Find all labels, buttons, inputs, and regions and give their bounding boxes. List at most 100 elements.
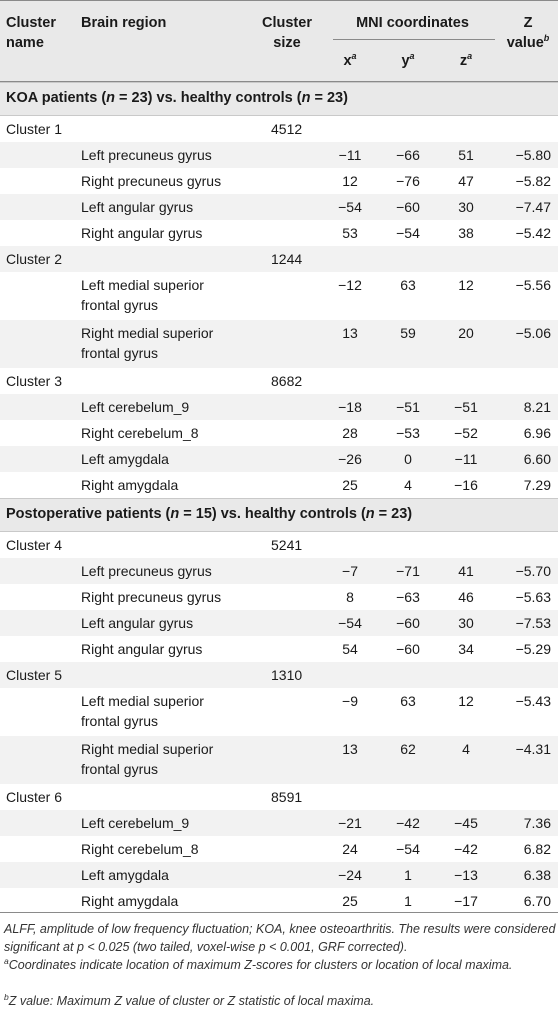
- mni-y: 59: [400, 325, 416, 341]
- mni-y: −54: [396, 841, 420, 857]
- group-header: KOA patients (n = 23) vs. healthy contro…: [0, 82, 558, 116]
- header-y: ya: [401, 51, 415, 70]
- z-value: 6.96: [523, 425, 551, 441]
- group-label-part: KOA patients (: [6, 90, 107, 106]
- table-row: Left amygdala −24 1 −13 6.38: [0, 862, 558, 888]
- mni-x: −9: [342, 693, 358, 709]
- mni-z: 34: [458, 641, 474, 657]
- cluster-row: Cluster 3 8682: [0, 368, 558, 394]
- table-row: Left cerebelum_9 −21 −42 −45 7.36: [0, 810, 558, 836]
- mni-x: −21: [338, 815, 362, 831]
- table-row: Right amygdala 25 1 −17 6.70: [0, 888, 558, 914]
- group-label-part: n: [365, 506, 375, 522]
- footnote-abbreviations: ALFF, amplitude of low frequency fluctua…: [4, 922, 556, 954]
- header-brain-region: Brain region: [81, 15, 167, 31]
- mni-x: −12: [338, 277, 362, 293]
- mni-z: 30: [458, 199, 474, 215]
- brain-region: Left medial superior frontal gyrus: [81, 275, 261, 315]
- mni-x: 54: [342, 641, 358, 657]
- brain-region-line: Left cerebelum_9: [81, 815, 190, 831]
- header-x: xa: [343, 51, 357, 70]
- mni-z: −45: [454, 815, 478, 831]
- group-label-part: n: [170, 506, 180, 522]
- table-row: Left medial superior frontal gyrus −12 63 12…: [0, 272, 558, 320]
- mni-y: 1: [404, 867, 412, 883]
- mni-y: −71: [396, 563, 420, 579]
- mni-z: 46: [458, 589, 474, 605]
- brain-region-line: frontal gyrus: [81, 713, 159, 729]
- brain-region: Right amygdala: [81, 475, 261, 495]
- footnote-divider: [0, 912, 558, 913]
- header-mni-coordinates: MNI coordinates: [356, 15, 469, 31]
- table-row: Left precuneus gyrus −7 −71 41 −5.70: [0, 558, 558, 584]
- brain-region: Right cerebelum_8: [81, 839, 261, 859]
- table-row: Left amygdala −26 0 −11 6.60: [0, 446, 558, 472]
- brain-region-line: Left precuneus gyrus: [81, 563, 212, 579]
- group-label-part: = 23): [374, 506, 413, 522]
- mni-y: −60: [396, 199, 420, 215]
- cluster-size: 5241: [271, 537, 303, 553]
- mni-z: −13: [454, 867, 478, 883]
- cluster-name: Cluster 1: [6, 121, 63, 137]
- brain-region: Right medial superior frontal gyrus: [81, 323, 261, 363]
- brain-region: Right medial superior frontal gyrus: [81, 739, 261, 779]
- mni-y: −53: [396, 425, 420, 441]
- table-row: Left cerebelum_9 −18 −51 −51 8.21: [0, 394, 558, 420]
- table-row: Right amygdala 25 4 −16 7.29: [0, 472, 558, 498]
- table-row: Right angular gyrus 53 −54 38 −5.42: [0, 220, 558, 246]
- mni-z: −17: [454, 893, 478, 909]
- table-row: Right precuneus gyrus 12 −76 47 −5.82: [0, 168, 558, 194]
- table-row: Right angular gyrus 54 −60 34 −5.29: [0, 636, 558, 662]
- brain-region: Left angular gyrus: [81, 197, 261, 217]
- group-header: Postoperative patients (n = 15) vs. heal…: [0, 498, 558, 532]
- cluster-size: 8591: [271, 789, 303, 805]
- brain-region: Left precuneus gyrus: [81, 561, 261, 581]
- table-row: Left angular gyrus −54 −60 30 −7.47: [0, 194, 558, 220]
- mni-z: 20: [458, 325, 474, 341]
- mni-x: −18: [338, 399, 362, 415]
- mni-z: 51: [458, 147, 474, 163]
- brain-region: Left cerebelum_9: [81, 813, 261, 833]
- brain-region-line: Right medial superior: [81, 325, 214, 341]
- brain-region: Left medial superior frontal gyrus: [81, 691, 261, 731]
- group-label-part: n: [301, 90, 311, 106]
- footnote-a: aCoordinates indicate location of maximu…: [4, 956, 513, 972]
- header-cluster-size: Cluster size: [262, 15, 312, 51]
- cluster-row: Cluster 5 1310: [0, 662, 558, 688]
- group-label: Postoperative patients (n = 15) vs. heal…: [6, 506, 412, 522]
- mni-y: −63: [396, 589, 420, 605]
- brain-region-line: Left amygdala: [81, 451, 169, 467]
- cluster-name: Cluster 4: [6, 537, 63, 553]
- brain-region-line: Right amygdala: [81, 893, 179, 909]
- group-label-part: Postoperative patients (: [6, 506, 171, 522]
- brain-region-line: frontal gyrus: [81, 297, 159, 313]
- mni-y: 62: [400, 741, 416, 757]
- brain-region-line: Left precuneus gyrus: [81, 147, 212, 163]
- group-label-part: = 23): [310, 90, 348, 106]
- mni-z: −11: [454, 451, 478, 467]
- mni-x: −54: [338, 199, 362, 215]
- table-row: Right cerebelum_8 28 −53 −52 6.96: [0, 420, 558, 446]
- cluster-name: Cluster 2: [6, 251, 63, 267]
- mni-x: 8: [346, 589, 354, 605]
- brain-region-line: Left medial superior: [81, 277, 204, 293]
- mni-x: −54: [338, 615, 362, 631]
- mni-y: −42: [396, 815, 420, 831]
- cluster-name: Cluster 6: [6, 789, 63, 805]
- mni-y: −66: [396, 147, 420, 163]
- mni-y: 0: [404, 451, 412, 467]
- brain-region: Left cerebelum_9: [81, 397, 261, 417]
- mni-z: −16: [454, 477, 478, 493]
- brain-region-line: frontal gyrus: [81, 761, 159, 777]
- mni-x: 24: [342, 841, 358, 857]
- mni-x: 13: [342, 325, 358, 341]
- z-value: −5.82: [515, 173, 551, 189]
- mni-x: 53: [342, 225, 358, 241]
- brain-region: Right precuneus gyrus: [81, 587, 261, 607]
- brain-region-line: Left angular gyrus: [81, 615, 194, 631]
- brain-region-line: Left angular gyrus: [81, 199, 194, 215]
- mni-x: −26: [338, 451, 362, 467]
- mni-z: 12: [458, 693, 474, 709]
- brain-region-line: Right precuneus gyrus: [81, 173, 222, 189]
